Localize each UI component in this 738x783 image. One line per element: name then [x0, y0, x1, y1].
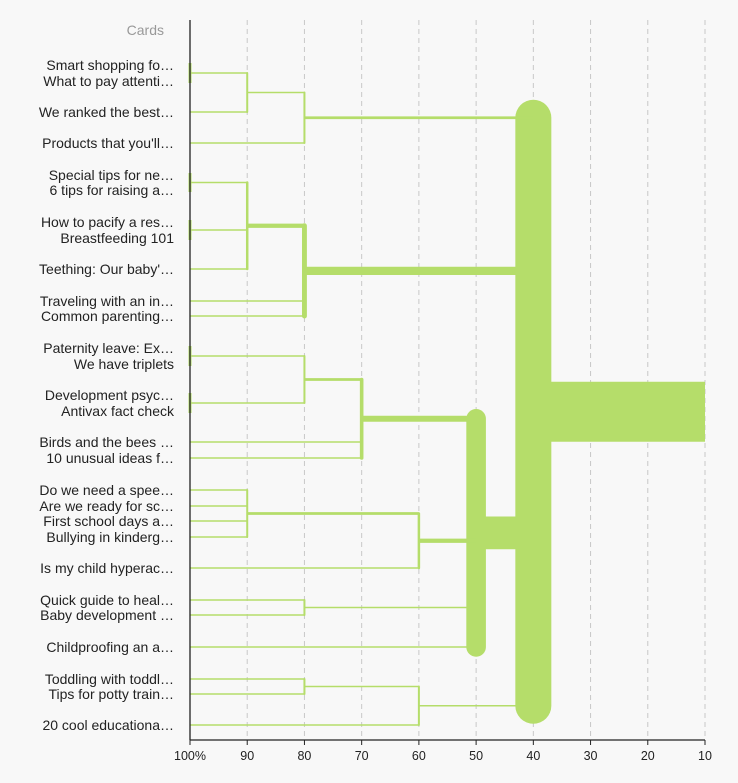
leaf-label: Breastfeeding 101: [60, 230, 174, 246]
leaf-label: Toddling with toddl…: [45, 671, 174, 687]
leaf-label: Childproofing an a…: [46, 639, 174, 655]
x-tick-label: 80: [297, 749, 311, 763]
leaf-label: Tips for potty train…: [48, 686, 174, 702]
leaf-label: First school days a…: [43, 513, 174, 529]
x-tick-label: 60: [412, 749, 426, 763]
leaf-label: Traveling with an in…: [40, 293, 174, 309]
leaf-label: Special tips for ne…: [49, 167, 174, 183]
leaf-label: Is my child hyperac…: [40, 560, 174, 576]
x-tick-label: 20: [641, 749, 655, 763]
leaf-label: Bullying in kinderg…: [46, 529, 174, 545]
leaf-label: Quick guide to heal…: [40, 592, 174, 608]
leaf-label: Products that you'll…: [42, 135, 174, 151]
leaf-label: Teething: Our baby'…: [39, 261, 174, 277]
leaf-label: Common parenting…: [41, 308, 174, 324]
leaf-label: We have triplets: [74, 356, 174, 372]
cards-header: Cards: [127, 22, 164, 38]
leaf-label: Baby development …: [40, 607, 174, 623]
x-tick-label: 40: [526, 749, 540, 763]
leaf-label: Development psyc…: [45, 387, 174, 403]
leaf-label: Birds and the bees …: [39, 434, 174, 450]
leaf-label: What to pay attenti…: [43, 73, 174, 89]
leaf-label: Do we need a spee…: [39, 482, 174, 498]
leaf-label: 20 cool educationa…: [42, 717, 174, 733]
leaf-label: 6 tips for raising a…: [50, 182, 175, 198]
x-tick-label: 70: [355, 749, 369, 763]
x-tick-label: 10: [698, 749, 712, 763]
x-tick-label: 30: [584, 749, 598, 763]
x-tick-label: 100%: [174, 749, 206, 763]
leaf-label: Antivax fact check: [61, 403, 175, 419]
leaf-label: How to pacify a res…: [41, 214, 174, 230]
leaf-label: Smart shopping fo…: [46, 57, 174, 73]
leaf-label: We ranked the best…: [39, 104, 174, 120]
leaf-label: Paternity leave: Ex…: [43, 340, 174, 356]
leaf-label: 10 unusual ideas f…: [46, 450, 174, 466]
leaf-label: Are we ready for sc…: [39, 498, 174, 514]
x-tick-label: 90: [240, 749, 254, 763]
x-tick-label: 50: [469, 749, 483, 763]
